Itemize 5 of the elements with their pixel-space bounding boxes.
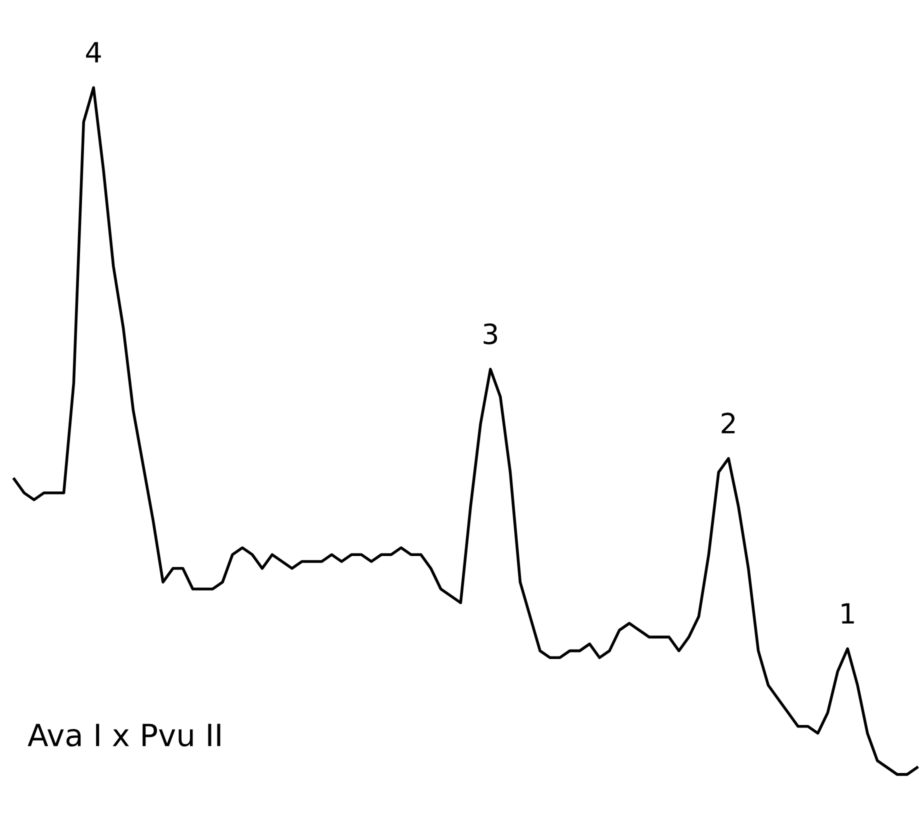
annotation: Ava I x Pvu II — [28, 724, 220, 747]
annotation: 1 — [842, 603, 854, 624]
annotation: 2 — [722, 412, 735, 434]
annotation: 4 — [86, 42, 101, 62]
annotation: 3 — [484, 323, 498, 344]
